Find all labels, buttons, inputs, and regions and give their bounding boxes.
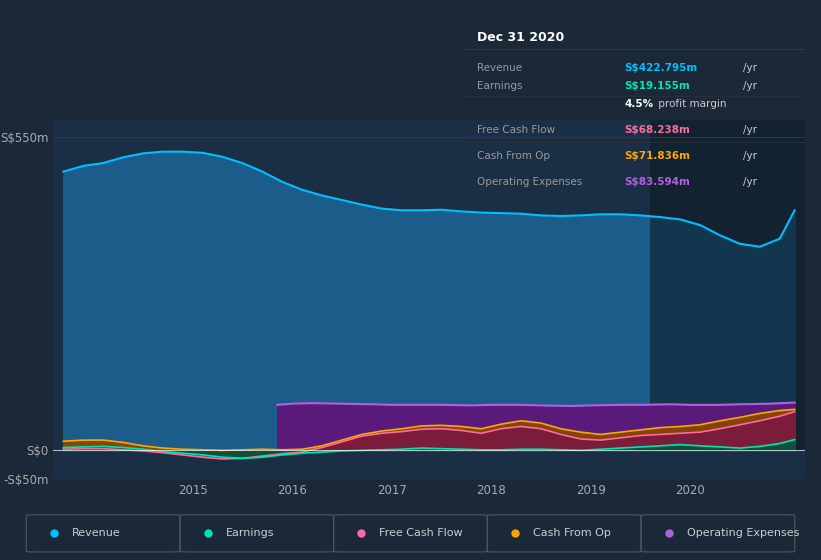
Text: S$422.795m: S$422.795m — [624, 63, 697, 73]
Text: Operating Expenses: Operating Expenses — [478, 177, 583, 187]
Bar — [650, 109, 810, 450]
Text: /yr: /yr — [743, 151, 757, 161]
Text: /yr: /yr — [743, 81, 757, 91]
Text: S$19.155m: S$19.155m — [624, 81, 690, 91]
Text: /yr: /yr — [743, 63, 757, 73]
Text: Revenue: Revenue — [72, 529, 121, 538]
Text: Cash From Op: Cash From Op — [478, 151, 551, 161]
Text: S$68.238m: S$68.238m — [624, 125, 690, 135]
Text: /yr: /yr — [743, 177, 757, 187]
Text: S$71.836m: S$71.836m — [624, 151, 690, 161]
Text: Free Cash Flow: Free Cash Flow — [478, 125, 556, 135]
Text: Cash From Op: Cash From Op — [533, 529, 611, 538]
Text: Earnings: Earnings — [226, 529, 274, 538]
Text: S$83.594m: S$83.594m — [624, 177, 690, 187]
Text: profit margin: profit margin — [654, 99, 726, 109]
Text: Revenue: Revenue — [478, 63, 523, 73]
Text: 4.5%: 4.5% — [624, 99, 654, 109]
Text: Dec 31 2020: Dec 31 2020 — [478, 31, 565, 44]
Text: Earnings: Earnings — [478, 81, 523, 91]
Text: Free Cash Flow: Free Cash Flow — [379, 529, 463, 538]
Text: /yr: /yr — [743, 125, 757, 135]
Text: Operating Expenses: Operating Expenses — [686, 529, 799, 538]
